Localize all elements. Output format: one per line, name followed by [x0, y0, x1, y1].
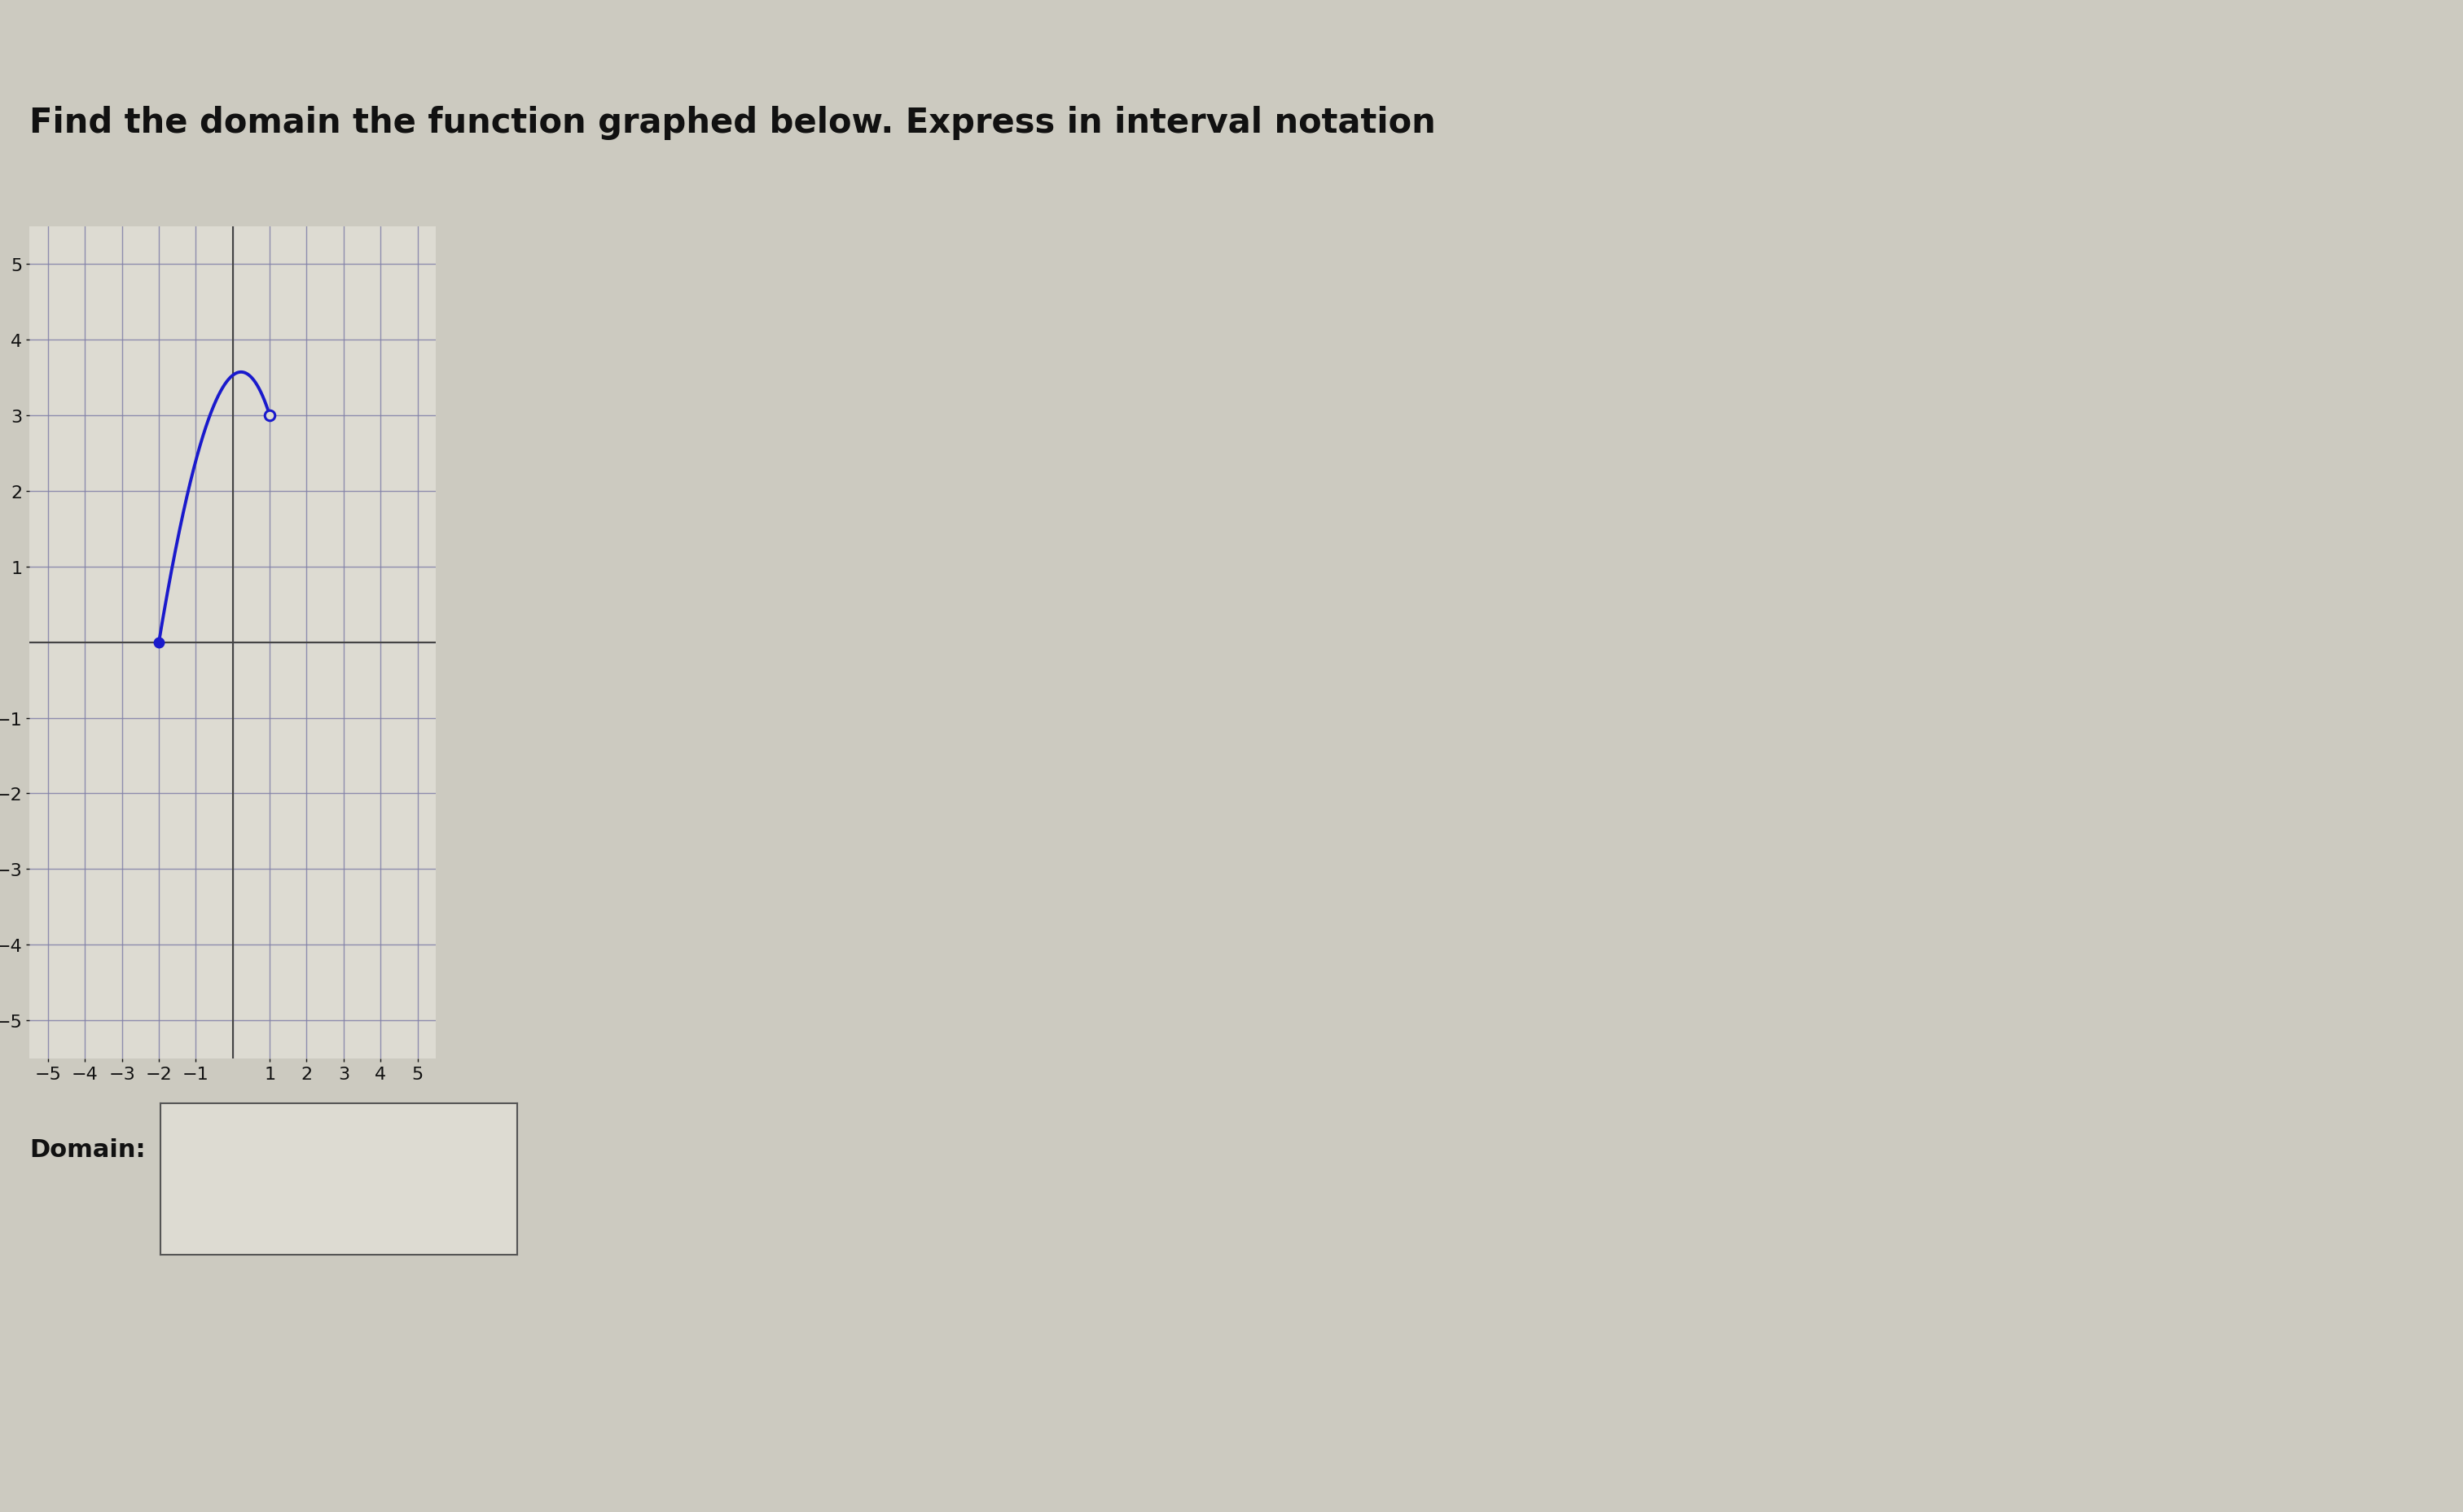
- Text: Find the domain the function graphed below. Express in interval notation: Find the domain the function graphed bel…: [30, 106, 1436, 141]
- Text: Domain:: Domain:: [30, 1137, 145, 1161]
